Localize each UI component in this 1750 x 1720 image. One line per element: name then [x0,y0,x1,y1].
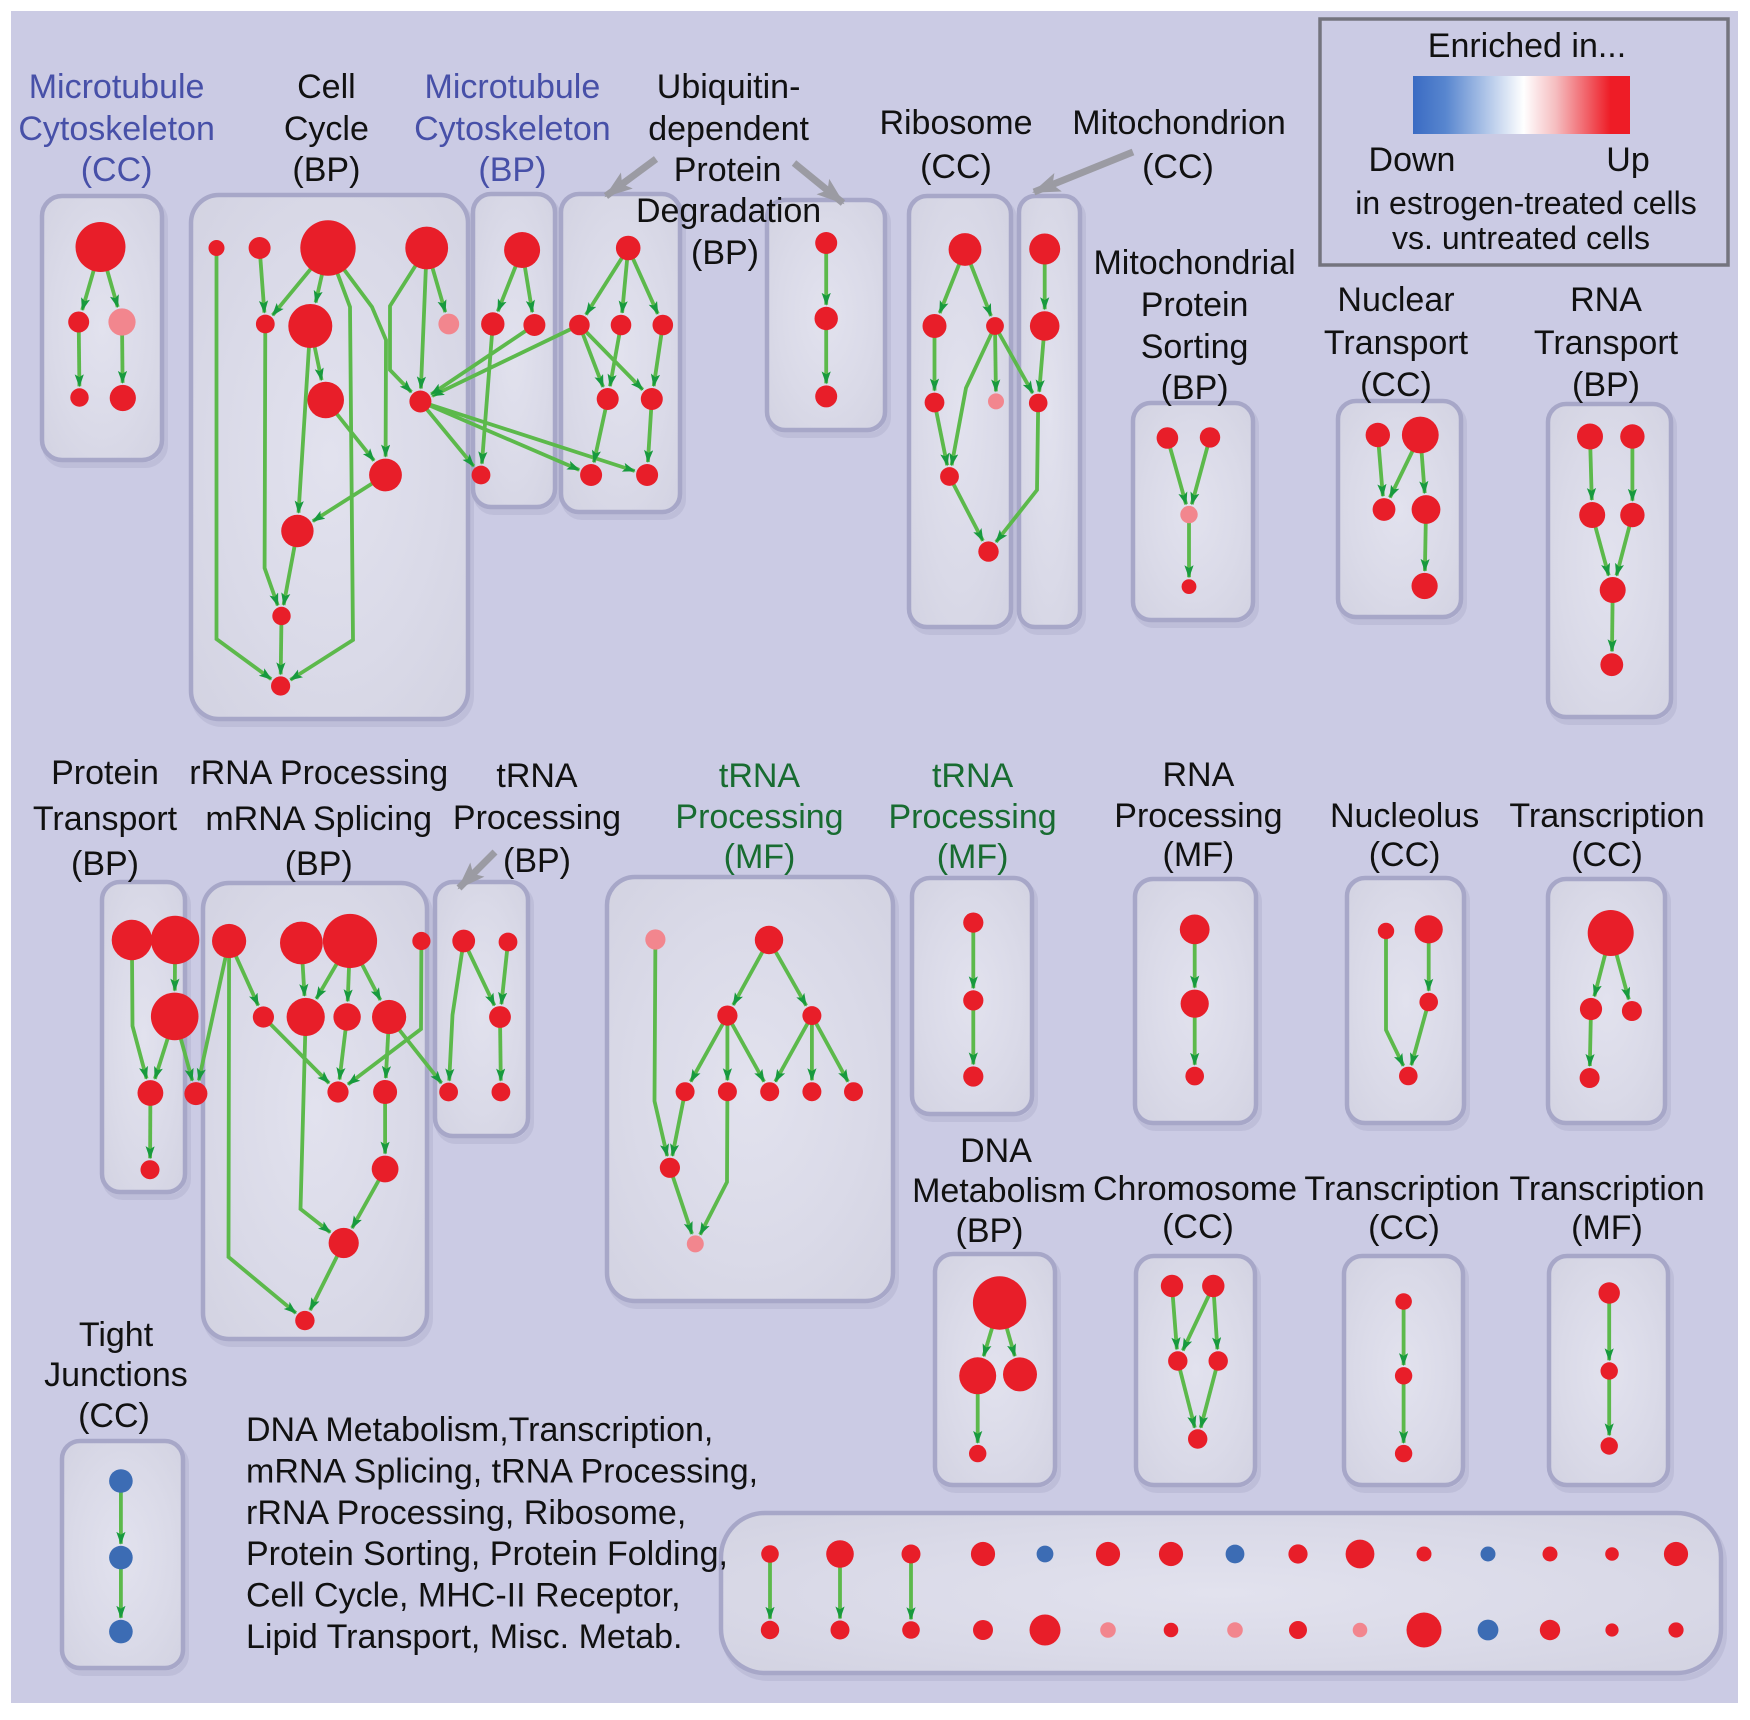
svg-text:tRNA: tRNA [932,757,1014,795]
svg-text:(BP): (BP) [292,151,360,189]
svg-text:tRNA: tRNA [719,757,801,795]
svg-text:Ribosome: Ribosome [879,104,1032,142]
svg-text:(BP): (BP) [478,151,546,189]
svg-text:Transcription: Transcription [1509,797,1704,835]
svg-text:Junctions: Junctions [44,1356,188,1394]
svg-text:Cell: Cell [297,68,356,106]
svg-text:Processing: Processing [675,798,843,836]
svg-text:(CC): (CC) [920,148,992,186]
svg-text:(MF): (MF) [724,838,796,876]
svg-text:Ubiquitin-: Ubiquitin- [657,68,801,106]
svg-text:Transport: Transport [33,800,178,838]
svg-text:Tight: Tight [79,1316,154,1354]
svg-text:DNA Metabolism,Transcription,: DNA Metabolism,Transcription, [246,1411,713,1449]
svg-text:Transcription: Transcription [1509,1170,1704,1208]
svg-text:(CC): (CC) [78,1397,150,1435]
svg-text:Protein Sorting, Protein Foldi: Protein Sorting, Protein Folding, [246,1535,728,1573]
svg-text:Chromosome: Chromosome [1093,1170,1297,1208]
svg-text:Transport: Transport [1324,324,1469,362]
svg-text:(BP): (BP) [1161,369,1229,407]
svg-text:(CC): (CC) [1368,1209,1440,1247]
svg-text:(CC): (CC) [1360,366,1432,404]
svg-text:Mitochondrial: Mitochondrial [1093,244,1295,282]
svg-text:(BP): (BP) [691,234,759,272]
svg-text:(MF): (MF) [937,838,1009,876]
svg-text:vs. untreated cells: vs. untreated cells [1392,220,1650,256]
svg-text:Processing: Processing [453,799,621,837]
svg-text:(CC): (CC) [81,151,153,189]
svg-text:(BP): (BP) [71,845,139,883]
svg-text:Metabolism: Metabolism [912,1172,1086,1210]
svg-text:Transport: Transport [1534,324,1679,362]
svg-text:(CC): (CC) [1369,836,1441,874]
svg-text:Transcription: Transcription [1304,1170,1499,1208]
svg-text:RNA: RNA [1570,281,1642,319]
svg-text:Protein: Protein [1141,286,1249,324]
svg-text:Nuclear: Nuclear [1337,281,1454,319]
svg-text:mRNA Splicing, tRNA Processing: mRNA Splicing, tRNA Processing, [246,1452,758,1490]
svg-text:Nucleolus: Nucleolus [1330,797,1479,835]
svg-text:Microtubule: Microtubule [425,68,601,106]
svg-text:Sorting: Sorting [1141,328,1249,366]
svg-text:DNA: DNA [960,1132,1032,1170]
svg-text:(CC): (CC) [1162,1208,1234,1246]
svg-text:mRNA Splicing: mRNA Splicing [205,800,432,838]
svg-text:Cycle: Cycle [284,110,369,148]
svg-text:Enriched in...: Enriched in... [1428,27,1626,65]
svg-text:dependent: dependent [648,110,809,148]
svg-text:(BP): (BP) [956,1212,1024,1250]
svg-text:(MF): (MF) [1571,1209,1643,1247]
svg-text:(BP): (BP) [1572,366,1640,404]
svg-text:Lipid Transport, Misc. Metab.: Lipid Transport, Misc. Metab. [246,1618,683,1656]
svg-text:Up: Up [1606,141,1649,179]
svg-text:in estrogen-treated cells: in estrogen-treated cells [1355,185,1697,221]
svg-text:(BP): (BP) [503,842,571,880]
svg-text:Cell Cycle, MHC-II Receptor,: Cell Cycle, MHC-II Receptor, [246,1577,681,1615]
svg-text:(CC): (CC) [1571,836,1643,874]
svg-text:Down: Down [1369,141,1456,179]
svg-text:Processing: Processing [1114,797,1282,835]
svg-text:(CC): (CC) [1142,148,1214,186]
svg-text:Cytoskeleton: Cytoskeleton [414,110,611,148]
svg-text:tRNA: tRNA [496,757,578,795]
svg-text:Protein: Protein [51,754,159,792]
svg-text:(MF): (MF) [1163,836,1235,874]
svg-text:(BP): (BP) [285,845,353,883]
svg-text:rRNA Processing, Ribosome,: rRNA Processing, Ribosome, [246,1494,686,1532]
svg-text:Protein: Protein [674,151,782,189]
svg-text:Microtubule: Microtubule [29,68,205,106]
svg-text:Cytoskeleton: Cytoskeleton [18,110,215,148]
svg-text:rRNA Processing: rRNA Processing [189,754,448,792]
svg-text:Mitochondrion: Mitochondrion [1072,104,1286,142]
svg-text:Processing: Processing [888,798,1056,836]
svg-text:Degradation: Degradation [636,192,821,230]
svg-text:RNA: RNA [1163,756,1235,794]
